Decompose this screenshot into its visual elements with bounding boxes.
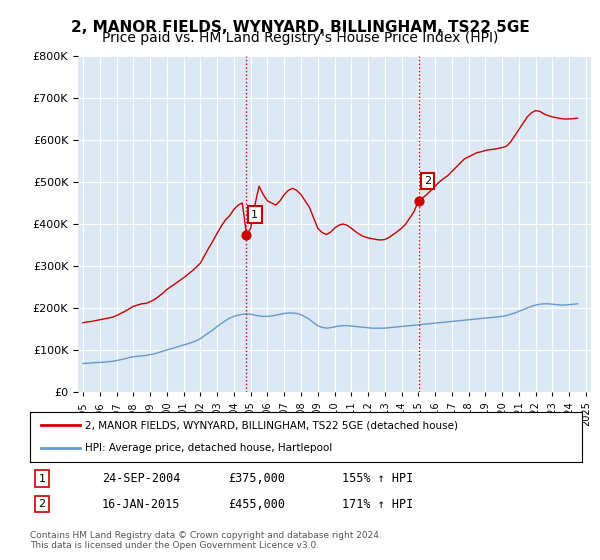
Text: 2, MANOR FIELDS, WYNYARD, BILLINGHAM, TS22 5GE: 2, MANOR FIELDS, WYNYARD, BILLINGHAM, TS… (71, 20, 529, 35)
Text: 155% ↑ HPI: 155% ↑ HPI (342, 472, 413, 486)
Text: 24-SEP-2004: 24-SEP-2004 (102, 472, 181, 486)
Point (414, 197, 424, 206)
Text: 2, MANOR FIELDS, WYNYARD, BILLINGHAM, TS22 5GE (detached house): 2, MANOR FIELDS, WYNYARD, BILLINGHAM, TS… (85, 420, 458, 430)
Text: £375,000: £375,000 (228, 472, 285, 486)
Point (241, 230, 251, 239)
Text: 1: 1 (38, 474, 46, 484)
Text: Price paid vs. HM Land Registry's House Price Index (HPI): Price paid vs. HM Land Registry's House … (102, 31, 498, 45)
Text: 2: 2 (424, 176, 431, 186)
Text: 1: 1 (251, 209, 258, 220)
Text: Contains HM Land Registry data © Crown copyright and database right 2024.
This d: Contains HM Land Registry data © Crown c… (30, 530, 382, 550)
Text: 2: 2 (38, 499, 46, 509)
Text: HPI: Average price, detached house, Hartlepool: HPI: Average price, detached house, Hart… (85, 443, 332, 453)
Text: £455,000: £455,000 (228, 497, 285, 511)
Text: 171% ↑ HPI: 171% ↑ HPI (342, 497, 413, 511)
Text: 16-JAN-2015: 16-JAN-2015 (102, 497, 181, 511)
